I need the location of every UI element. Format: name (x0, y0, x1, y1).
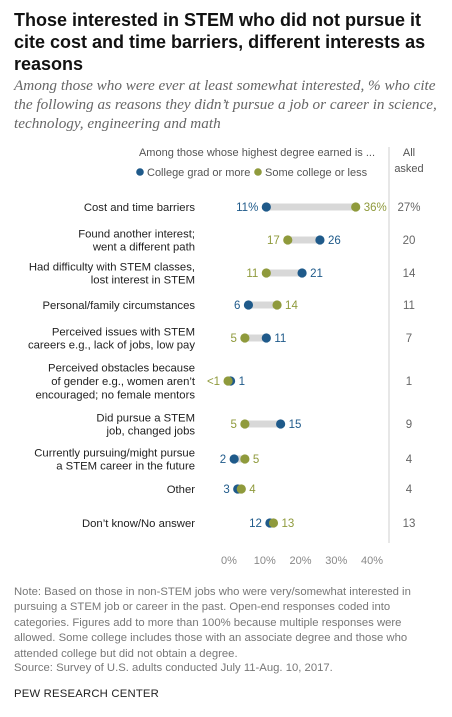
some-college-value-label: 36% (364, 202, 387, 214)
degree-header: Among those whose highest degree earned … (139, 147, 375, 159)
all-asked-value: 9 (406, 419, 412, 431)
x-tick-label: 40% (361, 555, 383, 567)
some-college-value-label: 17 (267, 235, 280, 247)
chart-subtitle: Among those who were ever at least somew… (14, 77, 437, 132)
college-value-label: 1 (239, 376, 245, 388)
legend-some-college-marker (254, 168, 262, 176)
all-asked-value: 14 (403, 268, 416, 280)
college-value-label: 2 (220, 454, 226, 466)
college-value-label: 26 (328, 235, 341, 247)
some-college-dot (240, 419, 250, 429)
all-asked-header-line1: All (403, 147, 415, 159)
all-asked-value: 20 (403, 235, 416, 247)
some-college-value-label: 5 (230, 419, 236, 431)
college-value-label: 11% (236, 202, 258, 214)
college-value-label: 6 (234, 300, 240, 312)
some-college-value-label: 4 (249, 484, 256, 496)
x-tick-label: 30% (325, 555, 347, 567)
x-tick-label: 10% (254, 555, 276, 567)
all-asked-value: 7 (406, 333, 412, 345)
x-tick-label: 0% (221, 555, 237, 567)
category-label: of gender e.g., women aren’t (51, 376, 196, 388)
college-dot (261, 202, 271, 212)
category-label: went a different path (92, 242, 195, 254)
category-label: Personal/family circumstances (42, 300, 195, 312)
some-college-dot (261, 268, 271, 278)
some-college-dot (223, 376, 233, 386)
chart-note: Note: Based on those in non-STEM jobs wh… (14, 586, 411, 660)
some-college-value-label: 13 (281, 518, 294, 530)
chart-source: Source: Survey of U.S. adults conducted … (14, 662, 333, 674)
some-college-dot (268, 518, 279, 528)
category-label: job, changed jobs (105, 426, 195, 438)
category-label: Found another interest; (78, 228, 195, 240)
college-dot (229, 454, 239, 464)
category-label: Cost and time barriers (84, 202, 195, 214)
category-label: Currently pursuing/might pursue (34, 447, 195, 459)
some-college-dot (240, 454, 250, 464)
legend-college-marker (136, 168, 144, 176)
some-college-value-label: 5 (230, 333, 236, 345)
some-college-dot (236, 484, 246, 494)
category-label: Did pursue a STEM (96, 412, 195, 424)
chart-title: Those interested in STEM who did not pur… (14, 10, 426, 74)
college-dot (297, 268, 307, 278)
college-value-label: 3 (223, 484, 229, 496)
x-tick-label: 20% (289, 555, 311, 567)
college-value-label: 21 (310, 268, 323, 280)
category-label: Perceived obstacles because (48, 363, 195, 375)
category-label: lost interest in STEM (91, 275, 195, 287)
all-asked-value: 1 (406, 376, 412, 388)
college-dot (261, 333, 271, 343)
category-label: Perceived issues with STEM (52, 326, 195, 338)
category-label: careers e.g., lack of jobs, low pay (28, 340, 195, 352)
category-label: Had difficulty with STEM classes, (29, 261, 195, 273)
some-college-dot (283, 235, 293, 245)
some-college-value-label: 14 (285, 300, 298, 312)
some-college-value-label: 11 (246, 268, 258, 280)
college-dot (315, 235, 325, 245)
all-asked-value: 13 (403, 518, 416, 530)
legend-college-label: College grad or more (147, 167, 250, 179)
some-college-dot (272, 300, 282, 310)
college-value-label: 11 (274, 333, 286, 345)
all-asked-value: 11 (403, 300, 415, 312)
legend-some-college-label: Some college or less (265, 167, 368, 179)
all-asked-value: 4 (406, 484, 413, 496)
some-college-value-label: <1 (207, 376, 220, 388)
all-asked-header-line2: asked (394, 163, 423, 175)
college-value-label: 15 (289, 419, 302, 431)
category-label: a STEM career in the future (56, 461, 195, 473)
all-asked-value: 27% (397, 202, 420, 214)
some-college-dot (240, 333, 250, 343)
college-dot (276, 419, 286, 429)
category-label: Other (167, 484, 195, 496)
category-label: Don’t know/No answer (82, 518, 195, 530)
some-college-value-label: 5 (253, 454, 259, 466)
college-value-label: 12 (249, 518, 262, 530)
org-credit: PEW RESEARCH CENTER (14, 688, 160, 700)
some-college-dot (351, 202, 361, 212)
college-dot (243, 300, 254, 310)
all-asked-value: 4 (406, 454, 413, 466)
category-label: encouraged; no female mentors (35, 389, 195, 401)
